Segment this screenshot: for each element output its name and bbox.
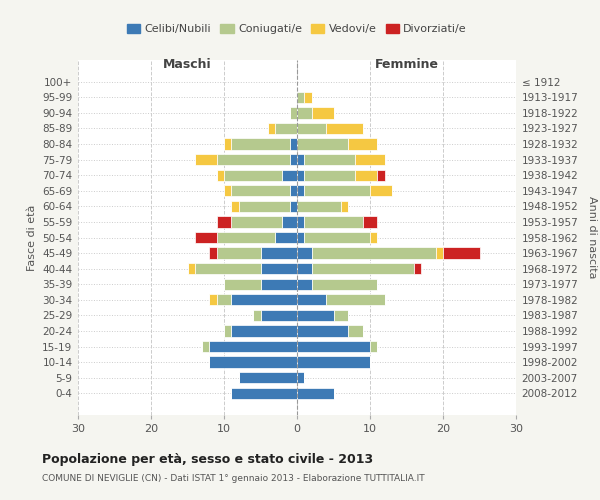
Text: COMUNE DI NEVIGLIE (CN) - Dati ISTAT 1° gennaio 2013 - Elaborazione TUTTITALIA.I: COMUNE DI NEVIGLIE (CN) - Dati ISTAT 1° … xyxy=(42,474,425,483)
Bar xyxy=(297,92,304,103)
Bar xyxy=(297,185,304,196)
Bar xyxy=(355,154,385,165)
Bar xyxy=(297,310,334,321)
Bar xyxy=(283,170,297,181)
Bar xyxy=(297,108,311,118)
Bar xyxy=(297,138,348,149)
Bar xyxy=(304,170,355,181)
Bar xyxy=(290,200,297,212)
Bar xyxy=(334,310,348,321)
Bar xyxy=(224,326,232,336)
Bar xyxy=(297,278,311,290)
Bar xyxy=(304,216,362,228)
Bar xyxy=(348,138,377,149)
Bar xyxy=(209,356,297,368)
Bar xyxy=(232,388,297,399)
Bar xyxy=(217,294,232,306)
Bar xyxy=(370,341,377,352)
Bar xyxy=(297,216,304,228)
Bar xyxy=(232,138,290,149)
Bar xyxy=(239,372,297,384)
Bar xyxy=(195,154,217,165)
Bar xyxy=(187,263,195,274)
Bar xyxy=(443,248,479,258)
Text: Femmine: Femmine xyxy=(374,58,439,71)
Bar xyxy=(348,326,363,336)
Bar xyxy=(224,185,232,196)
Y-axis label: Anni di nascita: Anni di nascita xyxy=(587,196,596,279)
Bar xyxy=(341,200,348,212)
Bar xyxy=(370,185,392,196)
Bar xyxy=(297,263,311,274)
Bar xyxy=(304,154,355,165)
Bar xyxy=(362,216,377,228)
Bar xyxy=(217,248,260,258)
Bar xyxy=(297,154,304,165)
Bar xyxy=(297,388,334,399)
Bar xyxy=(209,341,297,352)
Bar xyxy=(297,232,304,243)
Bar xyxy=(232,185,290,196)
Bar xyxy=(304,232,370,243)
Bar xyxy=(260,310,297,321)
Bar xyxy=(297,170,304,181)
Bar xyxy=(311,263,414,274)
Bar xyxy=(232,326,297,336)
Bar xyxy=(224,170,283,181)
Bar xyxy=(209,294,217,306)
Bar xyxy=(297,356,370,368)
Bar xyxy=(217,170,224,181)
Bar xyxy=(297,248,311,258)
Bar xyxy=(290,138,297,149)
Bar xyxy=(297,123,326,134)
Bar xyxy=(414,263,421,274)
Bar xyxy=(232,294,297,306)
Bar xyxy=(290,185,297,196)
Bar xyxy=(326,294,385,306)
Legend: Celibi/Nubili, Coniugati/e, Vedovi/e, Divorziati/e: Celibi/Nubili, Coniugati/e, Vedovi/e, Di… xyxy=(122,20,472,38)
Bar xyxy=(290,154,297,165)
Bar xyxy=(290,108,297,118)
Bar xyxy=(232,200,239,212)
Bar xyxy=(377,170,385,181)
Bar xyxy=(326,123,362,134)
Bar xyxy=(253,310,260,321)
Bar xyxy=(217,232,275,243)
Bar xyxy=(283,216,297,228)
Bar xyxy=(260,248,297,258)
Bar xyxy=(297,341,370,352)
Bar xyxy=(370,232,377,243)
Bar xyxy=(209,248,217,258)
Bar xyxy=(195,263,260,274)
Bar xyxy=(311,278,377,290)
Bar xyxy=(311,248,436,258)
Text: Popolazione per età, sesso e stato civile - 2013: Popolazione per età, sesso e stato civil… xyxy=(42,452,373,466)
Y-axis label: Fasce di età: Fasce di età xyxy=(26,204,37,270)
Bar xyxy=(304,92,311,103)
Bar xyxy=(224,138,232,149)
Bar xyxy=(224,278,260,290)
Bar xyxy=(297,294,326,306)
Bar xyxy=(260,263,297,274)
Bar xyxy=(297,372,304,384)
Bar xyxy=(275,123,297,134)
Bar xyxy=(232,216,283,228)
Bar xyxy=(239,200,290,212)
Bar xyxy=(355,170,377,181)
Bar xyxy=(268,123,275,134)
Bar xyxy=(217,216,232,228)
Bar xyxy=(297,326,348,336)
Bar xyxy=(202,341,209,352)
Text: Maschi: Maschi xyxy=(163,58,212,71)
Bar xyxy=(195,232,217,243)
Bar xyxy=(436,248,443,258)
Bar xyxy=(260,278,297,290)
Bar xyxy=(311,108,334,118)
Bar xyxy=(297,200,341,212)
Bar xyxy=(217,154,290,165)
Bar xyxy=(275,232,297,243)
Bar xyxy=(304,185,370,196)
